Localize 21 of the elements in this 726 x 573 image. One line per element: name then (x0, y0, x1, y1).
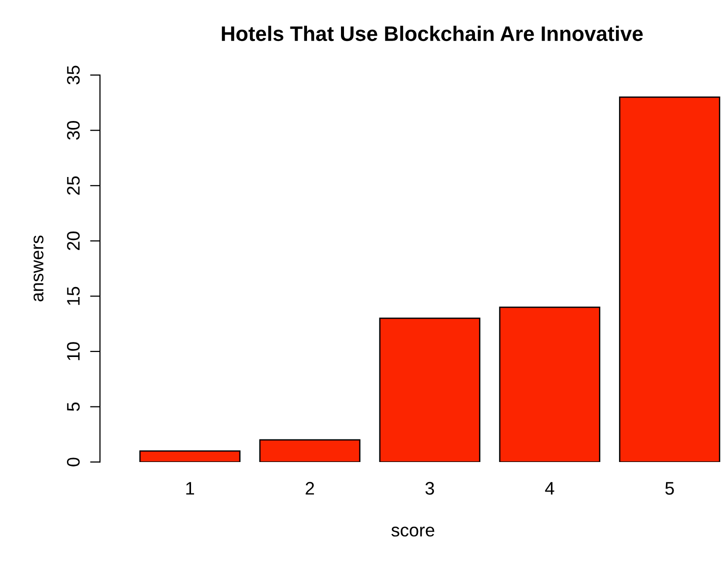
bar (379, 318, 480, 462)
y-tick-label: 10 (66, 342, 80, 360)
chart-title: Hotels That Use Blockchain Are Innovative (222, 26, 643, 42)
y-tick-label: 25 (66, 176, 80, 195)
x-axis-title: score (391, 526, 434, 537)
y-tick-label: 15 (67, 286, 80, 305)
bar (139, 450, 240, 462)
y-tick-label: 0 (66, 458, 80, 466)
bar (619, 96, 720, 462)
y-tick-label: 20 (66, 232, 80, 250)
x-tick-label: 3 (425, 482, 434, 495)
x-tick-label: 2 (306, 482, 314, 495)
bar (259, 439, 360, 462)
x-tick-label: 4 (545, 482, 554, 495)
y-axis-title: answers (34, 236, 44, 302)
bar (499, 306, 600, 462)
y-tick-label: 30 (66, 121, 80, 140)
y-tick-label: 5 (67, 402, 80, 412)
x-tick-label: 1 (186, 482, 194, 495)
x-tick-label: 5 (665, 482, 674, 495)
y-tick-label: 35 (66, 66, 80, 84)
